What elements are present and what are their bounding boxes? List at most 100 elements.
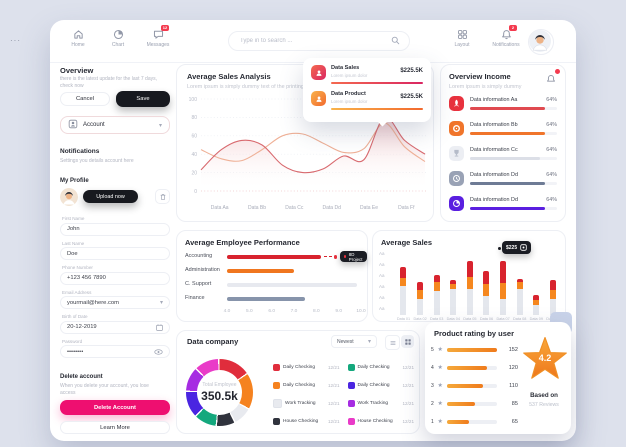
employee-donut-chart[interactable] xyxy=(186,359,253,426)
account-dropdown[interactable]: Account ▾ xyxy=(60,116,170,134)
save-button[interactable]: Save xyxy=(116,91,170,107)
income-row-value: 64% xyxy=(546,197,557,203)
upload-new-button[interactable]: Upload now xyxy=(83,190,138,203)
cancel-button[interactable]: Cancel xyxy=(60,92,110,106)
legend-swatch xyxy=(273,398,282,408)
y-axis-tick: Aa xyxy=(379,262,385,267)
stacked-bar[interactable] xyxy=(533,295,540,315)
income-row[interactable]: Data information Bb 64% xyxy=(449,120,557,142)
delete-photo-button[interactable] xyxy=(155,189,170,204)
stacked-bar[interactable] xyxy=(499,260,506,315)
employee-row-label: Finance xyxy=(185,295,205,301)
field-input[interactable]: yourmail@here.com ▾ xyxy=(60,296,170,309)
stacked-bar[interactable] xyxy=(483,271,490,315)
search-bar[interactable] xyxy=(228,31,410,51)
svg-text:20: 20 xyxy=(191,170,197,176)
stacked-bar[interactable] xyxy=(466,260,473,315)
tooltip-progress-bar xyxy=(331,81,423,84)
svg-text:0: 0 xyxy=(194,189,197,195)
disc-icon xyxy=(453,125,460,132)
pie-icon xyxy=(453,200,460,207)
legend-item[interactable]: Work Tracking 12/21 xyxy=(273,398,340,408)
stacked-bar[interactable] xyxy=(450,279,457,315)
stacked-bar[interactable] xyxy=(433,274,440,315)
rating-star-icon xyxy=(523,337,567,379)
overview-income-title: Overview Income xyxy=(449,72,511,81)
income-row-label: Data information Dd xyxy=(470,172,518,178)
legend-item[interactable]: Daily Checking 12/21 xyxy=(273,363,340,371)
field-label: Password xyxy=(62,338,83,344)
learn-more-button[interactable]: Learn More xyxy=(60,421,170,434)
sales-chart-tooltip: Data Sales Lorem ipsum dolor $225.5K Dat… xyxy=(303,58,431,122)
nav-layout[interactable]: Layout xyxy=(442,28,482,48)
delete-account-button[interactable]: Delete Account xyxy=(60,400,170,415)
rating-value: 110 xyxy=(509,383,518,389)
field-input[interactable]: •••••••• xyxy=(60,345,170,358)
field-input[interactable]: John xyxy=(60,222,170,236)
x-axis-tick: Data 05 xyxy=(463,317,477,321)
employee-bar-chart[interactable]: Accounting 8D Project Administration C. Sup… xyxy=(177,231,368,321)
legend-item[interactable]: House Checking 12/21 xyxy=(347,417,414,425)
legend-swatch xyxy=(347,399,355,407)
employee-bar[interactable] xyxy=(227,268,294,273)
nav-messages[interactable]: 12 Messages xyxy=(146,25,170,48)
grid-view-toggle[interactable] xyxy=(401,335,414,348)
employee-bar[interactable] xyxy=(227,254,321,259)
tooltip-series-icon xyxy=(311,65,326,80)
overview-description: there is the latest update for the last … xyxy=(60,76,158,89)
reviews-count: 537 Reviews xyxy=(529,402,559,408)
sort-dropdown[interactable]: Newest ▾ xyxy=(331,335,377,348)
income-row-icon-tile xyxy=(449,146,464,161)
income-row[interactable]: Data information Dd 64% xyxy=(449,195,557,217)
stacked-bar[interactable] xyxy=(549,279,556,315)
profile-avatar[interactable] xyxy=(60,188,78,206)
star-icon: ★ xyxy=(437,383,443,389)
bar-segment-mid xyxy=(499,283,506,299)
search-icon[interactable] xyxy=(391,32,400,50)
stacked-bar[interactable] xyxy=(416,281,423,315)
legend-swatch xyxy=(273,417,280,425)
legend-swatch xyxy=(347,417,355,425)
legend-item[interactable]: Daily Checking 12/21 xyxy=(347,363,414,371)
stacked-bar[interactable] xyxy=(516,279,523,315)
trash-icon xyxy=(160,193,165,200)
stacked-bar[interactable] xyxy=(400,267,407,315)
messages-icon: 12 xyxy=(152,25,169,40)
window-dots[interactable]: ··· xyxy=(10,36,21,45)
star-icon: ★ xyxy=(437,401,443,407)
field-value: yourmail@here.com xyxy=(67,299,119,306)
legend-item[interactable]: Daily Checking 12/21 xyxy=(273,381,340,389)
income-row[interactable]: Data information Dd 64% xyxy=(449,170,557,192)
list-view-toggle[interactable] xyxy=(385,335,400,350)
field-input[interactable]: Doe xyxy=(60,247,170,260)
nav-home[interactable]: Home xyxy=(58,28,98,48)
legend-item[interactable]: House Checking 12/21 xyxy=(273,417,340,425)
income-progress-track xyxy=(470,157,557,160)
panel-bell-icon[interactable] xyxy=(546,69,560,83)
field-input[interactable]: +123 456 7890 xyxy=(60,271,170,285)
notifications-bell-icon: 2 xyxy=(500,25,517,40)
search-input[interactable] xyxy=(238,37,391,45)
bar-segment-mid xyxy=(483,283,490,296)
legend-item[interactable]: Daily Checking 12/21 xyxy=(347,381,415,389)
average-sales-bar-chart[interactable]: Aa Aa Aa Aa Aa Aa Data 01 Data 02 Data 03 Data 04… xyxy=(373,231,565,321)
svg-text:Data Dd: Data Dd xyxy=(323,205,342,211)
income-row[interactable]: Data information Cc 64% xyxy=(449,145,557,167)
field-input[interactable]: 20-12-2019 xyxy=(60,320,170,334)
tooltip-connector xyxy=(323,256,332,257)
nav-notifications[interactable]: 2 Notifications xyxy=(492,25,520,48)
legend-value: 12/21 xyxy=(402,382,415,388)
income-row[interactable]: Data information Aa 64% xyxy=(449,95,557,117)
average-sales-panel: Average Sales Aa Aa Aa Aa Aa Aa Data 01 Data 02… xyxy=(372,230,566,322)
form-field: Email Address yourmail@here.com ▾ xyxy=(60,290,170,309)
user-avatar[interactable] xyxy=(528,29,554,55)
employee-bar[interactable] xyxy=(227,296,306,301)
nav-chart[interactable]: Chart xyxy=(98,28,138,48)
legend-item[interactable]: Work Tracking 12/21 xyxy=(347,399,414,407)
employee-bar[interactable] xyxy=(227,282,357,287)
tooltip-entry: Data Sales Lorem ipsum dolor $225.5K xyxy=(311,65,423,84)
tooltip-entry: Data Product Lorem ipsum dolor $225.5K xyxy=(311,91,423,110)
income-progress-fill xyxy=(470,107,545,110)
donut-center-value: 350.5k xyxy=(201,389,238,403)
income-row-value: 64% xyxy=(546,97,557,103)
